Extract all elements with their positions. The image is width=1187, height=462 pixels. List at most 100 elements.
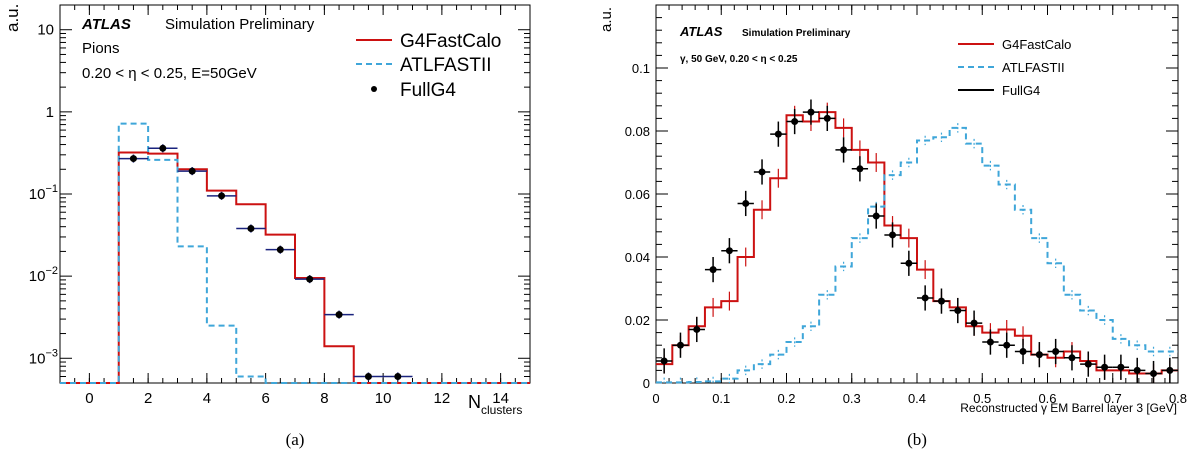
x-tick-label: 8	[320, 390, 328, 407]
chart-b-atlas-label: ATLAS	[679, 24, 723, 39]
fullg4-point	[1117, 363, 1125, 371]
chart-a-series	[60, 122, 530, 384]
fullg4-point	[872, 212, 880, 220]
y-tick-label: 0.06	[625, 187, 650, 202]
fullg4-point	[758, 168, 766, 176]
chart-a-status: Simulation Preliminary	[165, 16, 315, 33]
x-tick-label: 0.4	[908, 391, 926, 406]
y-tick-label: 10−3	[29, 347, 58, 367]
y-tick-label: 0.1	[632, 61, 650, 76]
g4fastcalo-step-line	[60, 151, 530, 384]
fullg4-point	[1101, 363, 1109, 371]
y-tick-label: 10−1	[29, 183, 58, 203]
caption-b: (b)	[907, 430, 927, 449]
fullg4-point	[1003, 341, 1011, 349]
chart-a-legend-full: FullG4	[400, 80, 456, 101]
chart-b-legend-g4: G4FastCalo	[1002, 37, 1071, 52]
chart-a-note-1: 0.20 < η < 0.25, E=50GeV	[82, 65, 257, 82]
fullg4-point	[823, 114, 831, 122]
fullg4-point	[921, 294, 929, 302]
fullg4-point	[1166, 366, 1174, 374]
fullg4-point	[1084, 360, 1092, 368]
x-tick-label: 14	[492, 390, 509, 407]
x-tick-label: 0.7	[1104, 391, 1122, 406]
fullg4-point	[306, 275, 314, 283]
x-tick-label: 2	[144, 390, 152, 407]
fullg4-point	[774, 130, 782, 138]
fullg4-point	[1019, 348, 1027, 355]
fullg4-point	[840, 146, 848, 154]
chart-b-legend-full: FullG4	[1002, 83, 1040, 98]
fullg4-point	[188, 167, 196, 175]
chart-a-atlas-label: ATLAS	[81, 16, 131, 33]
chart-b-status: Simulation Preliminary	[742, 28, 851, 39]
chart-b-ticks: 0 0.1 0.2 0.3 0.4 0.5 0.6 0.7 0.8 0 0.02 0.04 0.06 0.…	[625, 4, 1187, 406]
fullg4-point	[937, 297, 945, 305]
chart-b-note-0: γ, 50 GeV, 0.20 < η < 0.25	[680, 54, 798, 65]
chart-a-legend: G4FastCalo ATLFASTII FullG4	[356, 31, 501, 101]
chart-a-legend-g4: G4FastCalo	[400, 31, 501, 52]
fullg4-point	[394, 372, 402, 380]
x-tick-label: 10	[375, 390, 392, 407]
caption-a: (a)	[286, 430, 305, 449]
x-tick-label: 0.6	[1038, 391, 1056, 406]
x-tick-label: 0.8	[1169, 391, 1187, 406]
chart-a-legend-full-swatch	[371, 86, 377, 92]
x-tick-label: 4	[203, 390, 211, 407]
x-tick-label: 6	[261, 390, 269, 407]
fullg4-point	[159, 144, 167, 152]
fullg4-point	[1035, 351, 1043, 359]
y-tick-label: 10−2	[29, 265, 58, 285]
chart-b-xlabel: Reconstructed γ EM Barrel layer 3 [GeV]	[960, 401, 1177, 415]
fullg4-point	[1068, 354, 1076, 362]
chart-b-series	[656, 99, 1178, 384]
fullg4-point	[1052, 348, 1060, 355]
chart-a-ylabel: a.u.	[3, 4, 22, 32]
fullg4-point	[129, 155, 137, 163]
x-tick-label: 0	[652, 391, 659, 406]
x-tick-label: 0.1	[712, 391, 730, 406]
chart-a-legend-af: ATLFASTII	[400, 55, 492, 76]
x-tick-label: 12	[434, 390, 451, 407]
fullg4-point	[276, 246, 284, 254]
y-tick-label: 0.08	[625, 124, 650, 139]
fullg4-point	[742, 199, 750, 207]
chart-a-xlabel: Nclusters	[468, 392, 522, 417]
fullg4-point	[954, 307, 962, 315]
chart-a-note-0: Pions	[82, 40, 120, 57]
y-tick-label: 0.04	[625, 250, 650, 265]
fullg4-point	[709, 266, 717, 274]
y-tick-label: 10	[37, 22, 54, 39]
y-tick-label: 0.02	[625, 313, 650, 328]
fullg4-point	[725, 247, 733, 255]
fullg4-point	[247, 225, 255, 233]
fullg4-point	[1133, 366, 1141, 374]
fullg4-point	[364, 372, 372, 380]
fullg4-point	[335, 311, 343, 319]
atlfastii-step-line	[60, 122, 530, 384]
fullg4-point	[807, 108, 815, 116]
fullg4-point	[693, 325, 701, 333]
fullg4-point	[676, 341, 684, 349]
chart-b-legend: G4FastCalo ATLFASTII FullG4	[958, 37, 1071, 98]
x-tick-label: 0.5	[973, 391, 991, 406]
x-tick-label: 0	[85, 390, 93, 407]
fullg4-point	[660, 357, 668, 365]
chart-b-ylabel: a.u.	[598, 7, 615, 32]
x-tick-label: 0.3	[843, 391, 861, 406]
fullg4-point	[218, 192, 226, 200]
fullg4-point	[889, 231, 897, 239]
chart-b: 0 0.1 0.2 0.3 0.4 0.5 0.6 0.7 0.8 0 0.02 0.04 0.06 0.…	[598, 4, 1187, 415]
fullg4-point	[986, 338, 994, 346]
chart-a-ticks: 0 2 4 6 8 10 12 14 10−3 10−2 10−1 1 10	[29, 5, 531, 407]
chart-b-legend-af: ATLFASTII	[1002, 60, 1065, 75]
fullg4-point	[1150, 370, 1158, 378]
y-tick-label: 1	[46, 104, 54, 121]
fullg4-point	[905, 259, 913, 267]
x-tick-label: 0.2	[777, 391, 795, 406]
atlfastii-step-line	[656, 126, 1178, 384]
fullg4-point	[856, 165, 864, 173]
chart-a: 0 2 4 6 8 10 12 14 10−3 10−2 10−1 1 10 a.u. Ncluster…	[3, 4, 531, 417]
fullg4-point	[970, 319, 978, 327]
